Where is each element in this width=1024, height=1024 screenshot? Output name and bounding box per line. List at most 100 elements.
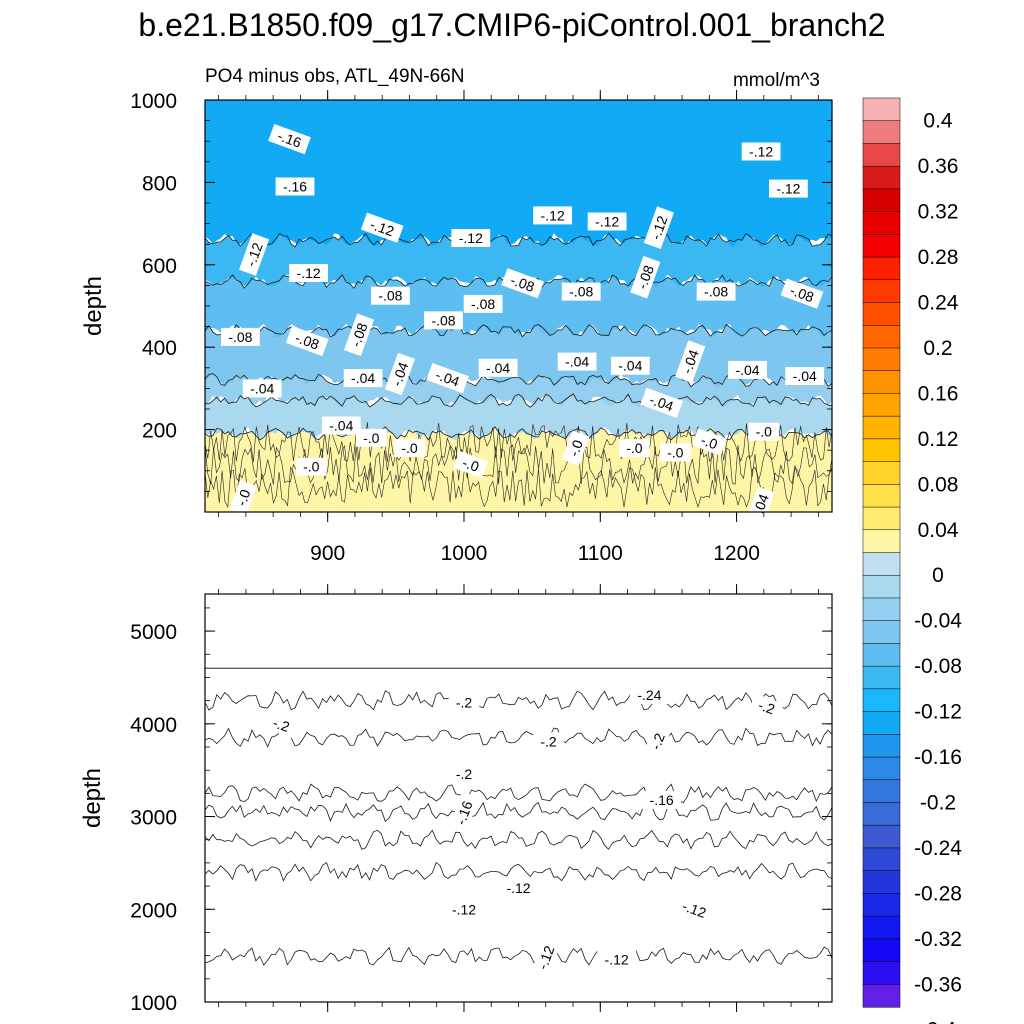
contour-label-box	[749, 693, 785, 721]
colorbar-label: -0.4	[920, 1019, 957, 1024]
colorbar-label: -0.04	[914, 610, 962, 633]
contour-label: -.0	[453, 450, 489, 479]
y-tick-label: 3000	[130, 807, 177, 830]
contour-label-text: -.12	[749, 144, 773, 160]
contour-label: -.12	[741, 142, 781, 161]
contour-label: -.2	[643, 723, 672, 759]
contour-label-text: -.04	[388, 360, 411, 388]
colorbar-label: -0.12	[914, 701, 962, 724]
colorbar-box	[862, 711, 901, 735]
colorbar-box	[862, 347, 901, 372]
contour-label-text: -.0	[565, 437, 586, 458]
contour-label: -.0	[356, 428, 387, 447]
contour-label-text: -.04	[351, 370, 375, 386]
contour-line	[205, 372, 832, 388]
colorbar-box	[862, 415, 901, 440]
contour-label: -.12	[597, 950, 636, 969]
contour-label-box	[533, 206, 572, 225]
contour-label-box	[769, 179, 808, 198]
contour-label-box	[448, 764, 480, 783]
contour-label-box	[557, 352, 597, 371]
contour-label: -.12	[289, 264, 328, 282]
contour-label-box	[268, 124, 311, 155]
colorbar-label: -0.2	[920, 792, 956, 815]
contour-label-box	[696, 282, 736, 301]
y-tick-label: 1000	[130, 992, 177, 1015]
contour-label-box	[356, 428, 387, 447]
contour-label-text: -.16	[275, 127, 303, 150]
contour-label-box	[562, 430, 590, 466]
contour-label-text: -.2	[647, 731, 668, 752]
contour-label-text: -.12	[680, 898, 708, 921]
contour-label: -.12	[672, 894, 716, 925]
x-tick-label: 1200	[713, 542, 760, 565]
colorbar-box	[862, 938, 901, 963]
contour-label: -.2	[533, 732, 564, 751]
contour-label-text: -.08	[378, 288, 402, 304]
contour-label: -.04	[557, 352, 597, 371]
contour-line	[205, 801, 832, 823]
contour-label: -.08	[371, 286, 410, 305]
colorbar-label: 0.16	[918, 382, 959, 405]
contour-label-box	[263, 711, 299, 739]
contour-label: -.04	[321, 416, 361, 435]
colorbar-box	[862, 824, 901, 849]
contour-line	[205, 422, 832, 463]
contour-label: -.12	[643, 206, 674, 250]
contour-line	[205, 232, 832, 248]
contour-line	[205, 946, 832, 966]
contour-label: -.2	[263, 711, 299, 739]
contour-label-box	[289, 264, 328, 282]
colorbar-label: 0.4	[923, 110, 953, 133]
contour-label-box	[394, 439, 425, 458]
contour-label-text: -.16	[452, 799, 475, 827]
contour-label-box	[587, 212, 627, 231]
colorbar-label: 0.36	[918, 155, 959, 178]
contour-label-text: -.12	[534, 943, 557, 971]
lower-y-axis-label: depth	[79, 768, 106, 828]
contour-label-text: .04	[750, 492, 772, 516]
colorbar-box	[862, 688, 901, 713]
contour-label: -.12	[587, 212, 627, 231]
contour-label-text: -.2	[456, 695, 473, 711]
contour-label-text: -.16	[283, 179, 307, 195]
contour-label: -.04	[610, 356, 650, 375]
colorbar-box	[862, 756, 901, 781]
contour-label: -.04	[478, 358, 518, 377]
contour-label-text: -.08	[788, 282, 816, 305]
contour-label: -.04	[640, 387, 683, 418]
contour-label-box	[691, 428, 727, 456]
colorbar-label: -0.36	[914, 973, 962, 996]
contour-label: -.12	[451, 229, 491, 247]
contour-label-text: -.0	[699, 432, 720, 453]
x-tick-label: 900	[310, 542, 345, 565]
contour-label-text: -.0	[363, 430, 380, 446]
contour-label-text: -.12	[368, 216, 396, 239]
colorbar-box	[862, 597, 901, 622]
contour-label-text: -.0	[667, 444, 684, 460]
contour-label-text: -.12	[595, 214, 619, 230]
colorbar: 0.4 0.36 0.32 0.28 0.24 0.2 0.16 0.12 0.08 0.04 0 -…	[862, 97, 962, 1024]
contour-label-text: -.0	[401, 440, 418, 456]
contour-label: -.12	[533, 206, 572, 225]
contour-label-box	[444, 900, 484, 919]
colorbar-label: 0.2	[923, 337, 952, 360]
colorbar-label: 0.24	[918, 292, 959, 315]
contour-line	[205, 690, 832, 711]
contour-label: -.04	[343, 369, 383, 388]
contour-label-text: -.08	[293, 329, 321, 352]
contour-label-text: -.04	[648, 391, 676, 414]
contour-label-box	[229, 480, 257, 516]
colorbar-box	[862, 915, 901, 940]
y-tick-label: 400	[142, 337, 177, 360]
x-tick-label: 1000	[441, 542, 488, 565]
contour-label: -.0	[394, 439, 425, 458]
contour-label: -.08	[780, 278, 824, 309]
contour-label: -.08	[463, 294, 503, 313]
contour-label-box	[451, 229, 491, 247]
colorbar-box	[862, 665, 901, 690]
contour-label: -.0	[748, 422, 780, 441]
colorbar-label: -0.08	[914, 655, 962, 678]
contour-label-box	[660, 443, 691, 462]
